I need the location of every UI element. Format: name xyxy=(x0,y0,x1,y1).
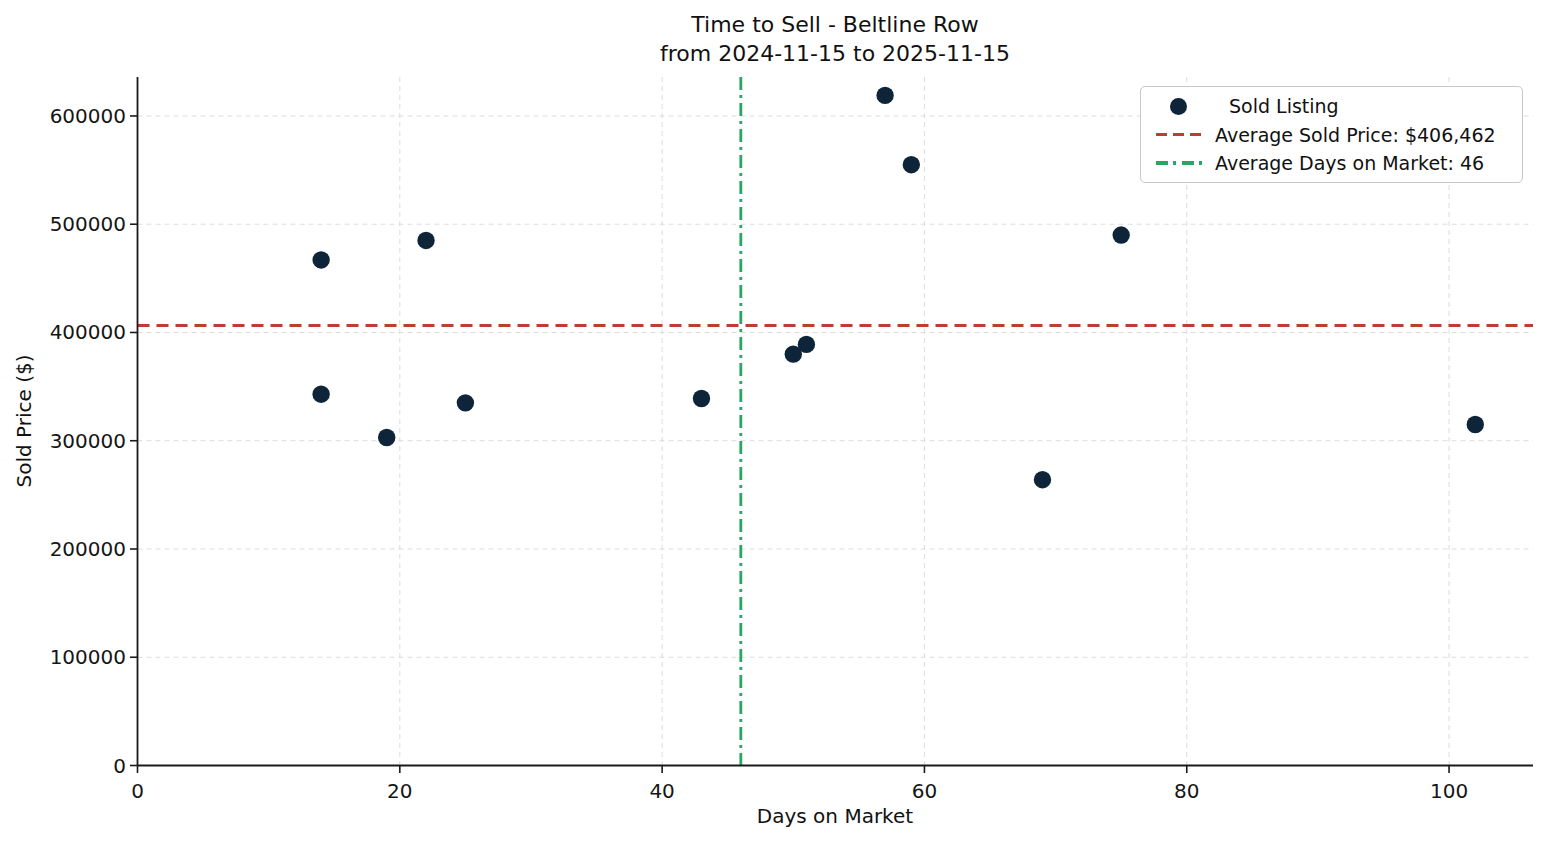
legend-label-average-sold-price: Average Sold Price: $406,462 xyxy=(1215,124,1496,146)
dashed-line-icon xyxy=(1156,133,1202,136)
data-point xyxy=(378,429,395,446)
data-point xyxy=(312,385,329,402)
y-axis-label: Sold Price ($) xyxy=(12,354,36,487)
data-point xyxy=(798,336,815,353)
y-tick-label: 600000 xyxy=(50,104,126,128)
data-point xyxy=(312,251,329,268)
chart-title: Time to Sell - Beltline Row xyxy=(137,11,1533,40)
legend: Sold Listing Average Sold Price: $406,46… xyxy=(1140,86,1523,183)
data-point xyxy=(693,390,710,407)
x-tick-label: 0 xyxy=(131,779,144,803)
chart-title-block: Time to Sell - Beltline Row from 2024-11… xyxy=(137,11,1533,68)
data-point xyxy=(876,87,893,104)
data-point xyxy=(903,156,920,173)
x-tick-label: 100 xyxy=(1430,779,1468,803)
chart-subtitle: from 2024-11-15 to 2025-11-15 xyxy=(137,40,1533,69)
y-tick-label: 300000 xyxy=(50,429,126,453)
y-tick-label: 500000 xyxy=(50,212,126,236)
y-tick-label: 200000 xyxy=(50,537,126,561)
legend-label-sold-listing: Sold Listing xyxy=(1229,95,1339,117)
scatter-marker-icon xyxy=(1170,98,1187,115)
data-point xyxy=(457,394,474,411)
x-axis-label: Days on Market xyxy=(137,803,1533,829)
legend-item-average-days-on-market: Average Days on Market: 46 xyxy=(1149,152,1512,174)
y-tick-label: 0 xyxy=(113,754,126,778)
data-point xyxy=(1112,226,1129,243)
legend-item-average-sold-price: Average Sold Price: $406,462 xyxy=(1149,124,1512,146)
data-point xyxy=(1034,471,1051,488)
legend-label-average-days-on-market: Average Days on Market: 46 xyxy=(1215,152,1484,174)
x-tick-label: 40 xyxy=(649,779,674,803)
dashdot-line-icon xyxy=(1156,161,1202,164)
legend-item-sold-listing: Sold Listing xyxy=(1149,95,1512,117)
y-tick-label: 400000 xyxy=(50,320,126,344)
scatter-chart-figure: 0 100000 200000 300000 400000 500000 600000 0 20… xyxy=(0,0,1547,845)
x-tick-label: 20 xyxy=(387,779,412,803)
x-tick-label: 80 xyxy=(1174,779,1199,803)
x-tick-label: 60 xyxy=(912,779,937,803)
data-point xyxy=(1467,416,1484,433)
data-point xyxy=(417,232,434,249)
y-tick-label: 100000 xyxy=(50,645,126,669)
